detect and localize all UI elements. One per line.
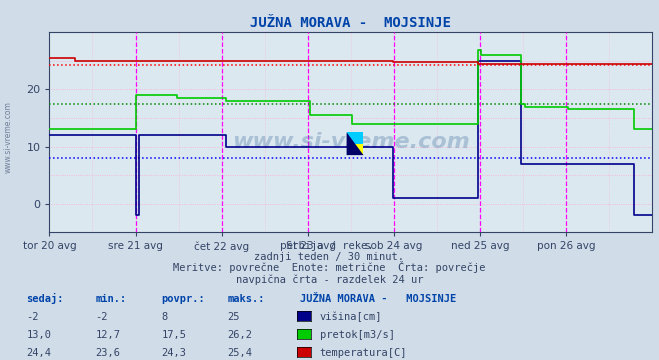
Text: Srbija / reke.: Srbija / reke. (286, 241, 373, 251)
Text: sedaj:: sedaj: (26, 293, 64, 305)
Text: 8: 8 (161, 312, 167, 323)
Bar (347, 132, 364, 144)
Text: zadnji teden / 30 minut.: zadnji teden / 30 minut. (254, 252, 405, 262)
Polygon shape (347, 132, 364, 155)
Text: navpična črta - razdelek 24 ur: navpična črta - razdelek 24 ur (236, 274, 423, 285)
Text: 12,7: 12,7 (96, 330, 121, 341)
Text: pretok[m3/s]: pretok[m3/s] (320, 330, 395, 341)
Text: 24,3: 24,3 (161, 348, 186, 359)
Text: 25,4: 25,4 (227, 348, 252, 359)
Text: min.:: min.: (96, 294, 127, 305)
Bar (347, 132, 364, 155)
Text: 13,0: 13,0 (26, 330, 51, 341)
Text: JUŽNA MORAVA -   MOJSINJE: JUŽNA MORAVA - MOJSINJE (300, 294, 456, 305)
Text: -2: -2 (26, 312, 39, 323)
Text: -2: -2 (96, 312, 108, 323)
Text: temperatura[C]: temperatura[C] (320, 348, 407, 359)
Text: 26,2: 26,2 (227, 330, 252, 341)
Text: 23,6: 23,6 (96, 348, 121, 359)
Text: 24,4: 24,4 (26, 348, 51, 359)
Title: JUŽNA MORAVA -  MOJSINJE: JUŽNA MORAVA - MOJSINJE (250, 16, 451, 30)
Text: Meritve: povrečne  Enote: metrične  Črta: povrečje: Meritve: povrečne Enote: metrične Črta: … (173, 261, 486, 274)
Text: 17,5: 17,5 (161, 330, 186, 341)
Text: višina[cm]: višina[cm] (320, 312, 382, 323)
Text: 25: 25 (227, 312, 240, 323)
Text: povpr.:: povpr.: (161, 294, 205, 305)
Text: maks.:: maks.: (227, 294, 265, 305)
Text: www.si-vreme.com: www.si-vreme.com (232, 132, 470, 152)
Text: www.si-vreme.com: www.si-vreme.com (3, 101, 13, 173)
